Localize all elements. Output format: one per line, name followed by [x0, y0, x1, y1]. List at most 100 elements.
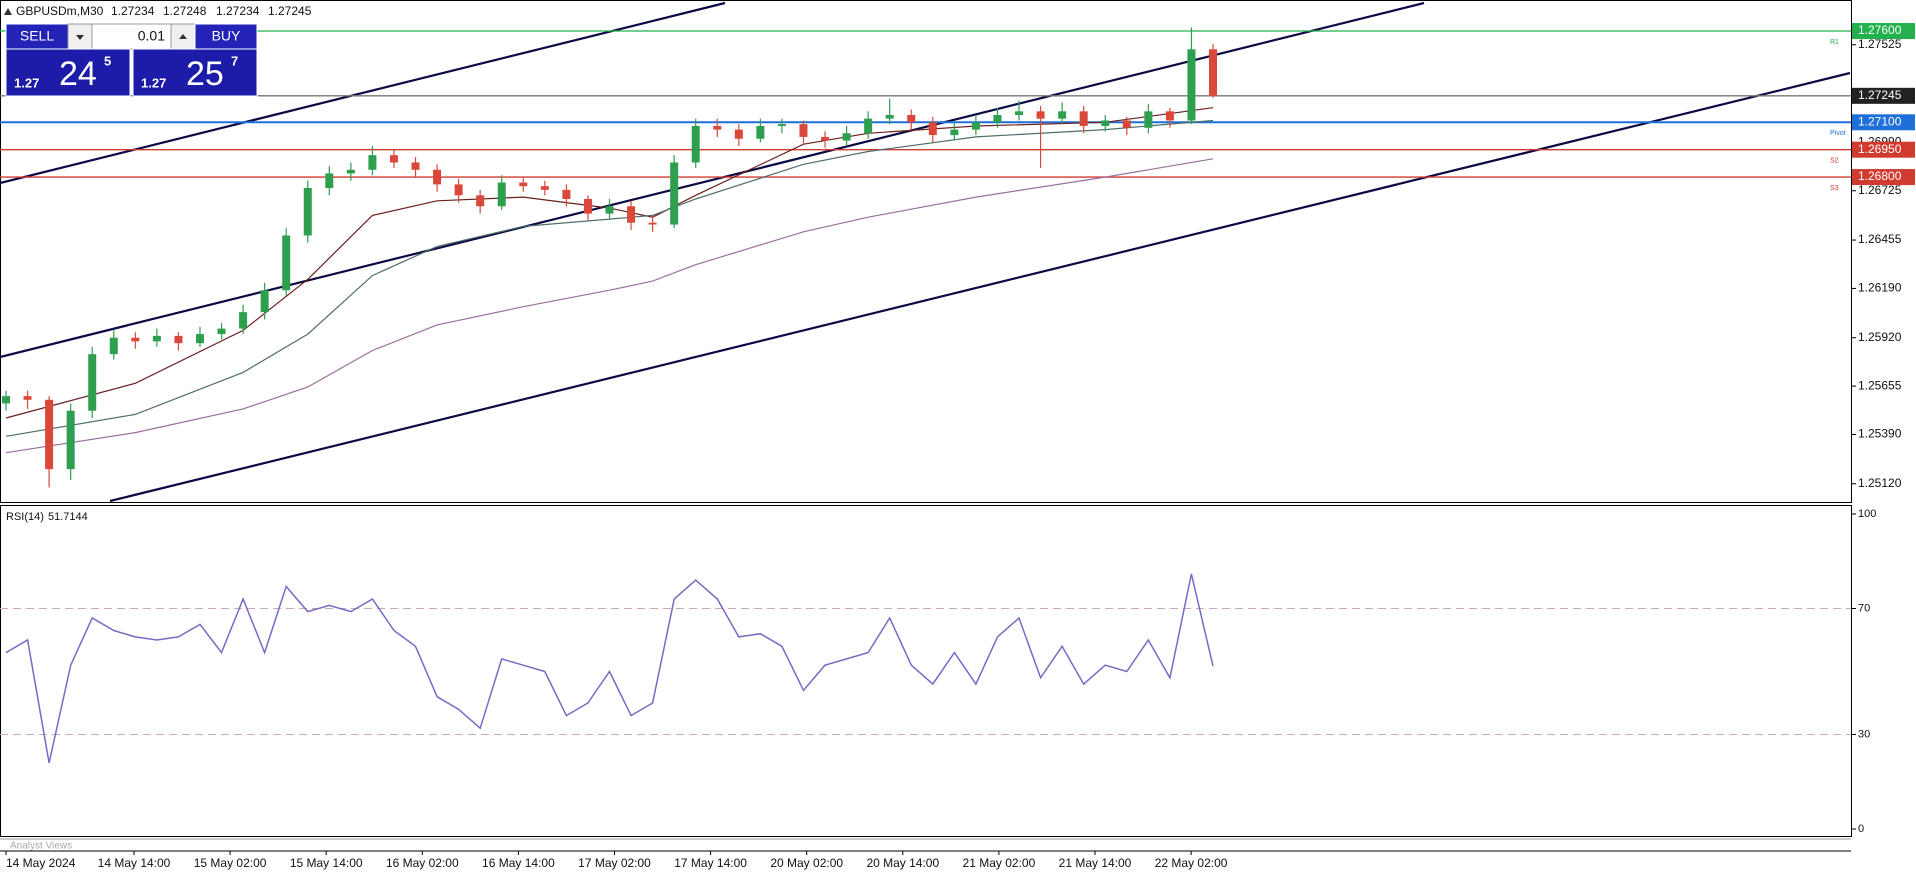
level-price: 1.26800 [1858, 169, 1902, 183]
sell-price-box[interactable] [5, 48, 131, 97]
candle-body [885, 115, 894, 119]
candle-body [45, 399, 54, 470]
candle-body [174, 335, 183, 344]
candle-body [821, 136, 830, 141]
rsi-panel [0, 505, 1852, 837]
buy-price-big: 1.27 [141, 75, 166, 90]
rsi-line [5, 573, 1214, 764]
rsi-title: RSI(14) [6, 511, 44, 523]
lot-value: 0.01 [138, 28, 165, 44]
channel-line[interactable] [109, 71, 1851, 503]
level-name: Pivot [1830, 130, 1846, 137]
sell-price-point: 5 [104, 53, 111, 68]
sell-price-pips: 24 [59, 55, 97, 93]
level-tag [1852, 169, 1915, 186]
candle-body [627, 206, 636, 223]
y-tick-label: 1.26190 [1858, 281, 1902, 295]
lot-down-icon [76, 35, 84, 40]
candle-body [1187, 49, 1196, 121]
candle-body [131, 337, 140, 342]
candle-body [282, 235, 291, 291]
level-price: 1.27100 [1858, 114, 1902, 128]
y-tick-label: 0 [1858, 823, 1864, 835]
candle-body [670, 162, 679, 225]
x-tick-label: 16 May 14:00 [482, 856, 555, 870]
candle-body [195, 334, 204, 344]
candle-body [2, 396, 10, 404]
symbol: GBPUSDm,M30 [16, 4, 104, 18]
price-panel [0, 0, 1852, 503]
buy-price-point: 7 [231, 53, 238, 68]
level-tag [1852, 87, 1915, 104]
candle-body [346, 169, 355, 174]
y-tick-label: 1.25120 [1858, 476, 1902, 490]
candle-body [583, 198, 592, 214]
candle-body [303, 188, 312, 236]
level-price: 1.27600 [1858, 23, 1902, 37]
candle-body [66, 410, 75, 470]
buy-price-pips: 25 [186, 55, 224, 93]
candle-body [368, 155, 377, 170]
level-tag [1852, 23, 1915, 40]
candle-body [411, 162, 420, 170]
candle-body [562, 189, 571, 199]
channel-line[interactable] [0, 1, 726, 185]
y-tick-label: 1.26725 [1858, 183, 1902, 197]
y-tick-label: 100 [1858, 508, 1876, 520]
quote-open: 1.27234 [111, 4, 155, 18]
candle-body [433, 169, 442, 185]
candle-body [260, 290, 269, 313]
sell-price-big: 1.27 [14, 75, 39, 90]
candle-body [109, 337, 118, 355]
sell-label[interactable]: SELL [20, 28, 54, 44]
level-tag [1852, 114, 1915, 131]
candle-body [519, 182, 528, 187]
analyst-views[interactable]: Analyst Views [10, 841, 72, 852]
candle-body [1101, 120, 1110, 126]
quote-high: 1.27248 [163, 4, 207, 18]
moving-average [5, 158, 1214, 454]
y-tick-label: 1.26455 [1858, 232, 1902, 246]
candle-body [864, 118, 873, 134]
candle-body [842, 133, 851, 141]
collapse-icon[interactable] [4, 8, 12, 15]
candle-body [1036, 111, 1045, 119]
x-tick-label: 20 May 14:00 [866, 856, 939, 870]
candle-body [325, 173, 334, 189]
buy-label[interactable]: BUY [212, 28, 241, 44]
x-tick-label: 17 May 02:00 [578, 856, 651, 870]
candle-body [691, 125, 700, 163]
y-tick-label: 1.25390 [1858, 427, 1902, 441]
candle-body [1058, 111, 1067, 119]
candle-body [928, 122, 937, 136]
candle-body [648, 222, 657, 225]
level-name: S3 [1830, 185, 1839, 192]
candle-body [1144, 111, 1153, 128]
buy-price-box[interactable] [132, 48, 258, 97]
channel-line[interactable] [0, 1, 1425, 359]
moving-average [5, 119, 1214, 437]
y-tick-label: 70 [1858, 602, 1870, 614]
level-tag [1852, 141, 1915, 158]
candle-body [799, 124, 808, 137]
level-price: 1.27245 [1858, 88, 1902, 102]
candle-body [1209, 49, 1217, 96]
candle-body [88, 354, 97, 411]
level-name: S2 [1830, 158, 1839, 165]
quote-close: 1.27245 [268, 4, 312, 18]
lot-input[interactable] [91, 23, 172, 50]
candle-body [152, 335, 161, 342]
candle-body [605, 206, 614, 214]
candle-body [23, 396, 32, 400]
candle-body [1079, 111, 1088, 126]
candle-body [907, 115, 916, 123]
x-tick-label: 15 May 14:00 [290, 856, 363, 870]
candle-body [389, 155, 398, 163]
y-tick-label: 30 [1858, 728, 1870, 740]
x-tick-label: 14 May 2024 [6, 856, 76, 870]
y-tick-label: 1.27525 [1858, 37, 1902, 51]
x-tick-label: 14 May 14:00 [98, 856, 171, 870]
level-price: 1.26950 [1858, 142, 1902, 156]
